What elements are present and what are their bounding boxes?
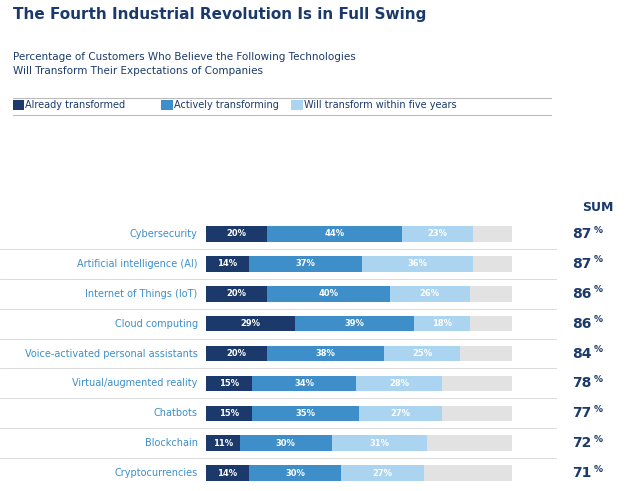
Bar: [390, 286, 470, 301]
Text: 78: 78: [572, 377, 592, 390]
Text: 35%: 35%: [296, 409, 316, 418]
Text: %: %: [594, 255, 603, 265]
Text: 40%: 40%: [318, 289, 339, 298]
Bar: [206, 286, 267, 301]
Text: 86: 86: [572, 287, 592, 301]
Text: Artificial intelligence (AI): Artificial intelligence (AI): [77, 259, 197, 269]
Bar: [206, 436, 240, 451]
Text: 15%: 15%: [219, 379, 239, 388]
Text: 36%: 36%: [408, 259, 427, 269]
Text: 20%: 20%: [227, 289, 247, 298]
Text: Cloud computing: Cloud computing: [115, 319, 197, 328]
Bar: [206, 465, 249, 481]
Bar: [206, 256, 513, 272]
Text: 87: 87: [572, 257, 592, 271]
Text: 34%: 34%: [294, 379, 314, 388]
Text: 30%: 30%: [276, 438, 296, 448]
Text: 25%: 25%: [412, 349, 432, 358]
Bar: [362, 256, 473, 272]
Text: %: %: [594, 375, 603, 384]
Text: 30%: 30%: [285, 468, 305, 478]
Text: %: %: [594, 315, 603, 324]
Text: 20%: 20%: [227, 349, 247, 358]
Text: 87: 87: [572, 227, 592, 241]
Bar: [267, 286, 390, 301]
Text: 86: 86: [572, 317, 592, 330]
Text: Blockchain: Blockchain: [145, 438, 197, 448]
Bar: [240, 436, 332, 451]
Text: Internet of Things (IoT): Internet of Things (IoT): [85, 289, 197, 299]
Text: Voice-activated personal assistants: Voice-activated personal assistants: [25, 349, 197, 358]
Bar: [249, 256, 362, 272]
Bar: [206, 346, 513, 361]
Text: 72: 72: [572, 436, 592, 450]
Text: Virtual/augmented reality: Virtual/augmented reality: [72, 379, 197, 388]
Text: 71: 71: [572, 466, 592, 480]
Text: %: %: [594, 405, 603, 414]
Text: 27%: 27%: [391, 409, 411, 418]
Bar: [206, 226, 513, 242]
Text: 26%: 26%: [420, 289, 440, 298]
Text: 38%: 38%: [316, 349, 335, 358]
Text: Cryptocurrencies: Cryptocurrencies: [115, 468, 197, 478]
Text: 27%: 27%: [372, 468, 392, 478]
Text: 39%: 39%: [345, 319, 365, 328]
Bar: [267, 346, 384, 361]
Text: %: %: [594, 464, 603, 474]
Text: 15%: 15%: [219, 409, 239, 418]
Text: 84: 84: [572, 347, 592, 360]
Bar: [356, 376, 442, 391]
Bar: [384, 346, 460, 361]
Bar: [206, 286, 513, 301]
Text: 44%: 44%: [325, 229, 345, 239]
Text: 37%: 37%: [296, 259, 316, 269]
Bar: [206, 226, 267, 242]
Text: 31%: 31%: [369, 438, 389, 448]
Bar: [206, 376, 513, 391]
Text: The Fourth Industrial Revolution Is in Full Swing: The Fourth Industrial Revolution Is in F…: [13, 7, 426, 23]
Text: %: %: [594, 225, 603, 235]
Bar: [206, 316, 513, 331]
Bar: [206, 346, 267, 361]
Text: 20%: 20%: [227, 229, 247, 239]
Bar: [332, 436, 427, 451]
Text: Actively transforming: Actively transforming: [174, 100, 279, 110]
Text: %: %: [594, 285, 603, 294]
Text: 14%: 14%: [218, 259, 237, 269]
Text: 11%: 11%: [213, 438, 233, 448]
Bar: [206, 406, 252, 421]
Text: 14%: 14%: [218, 468, 237, 478]
Text: Already transformed: Already transformed: [25, 100, 125, 110]
Text: 18%: 18%: [432, 319, 452, 328]
Text: 28%: 28%: [389, 379, 409, 388]
Bar: [267, 226, 402, 242]
Text: %: %: [594, 435, 603, 444]
Bar: [249, 465, 341, 481]
Bar: [252, 376, 356, 391]
Text: Percentage of Customers Who Believe the Following Technologies
Will Transform Th: Percentage of Customers Who Believe the …: [13, 52, 355, 76]
Text: Cybersecurity: Cybersecurity: [130, 229, 197, 239]
Bar: [206, 256, 249, 272]
Bar: [206, 376, 252, 391]
Text: SUM: SUM: [582, 201, 614, 214]
Bar: [295, 316, 415, 331]
Bar: [360, 406, 442, 421]
Text: %: %: [594, 345, 603, 354]
Bar: [415, 316, 470, 331]
Bar: [206, 316, 295, 331]
Text: 23%: 23%: [427, 229, 448, 239]
Bar: [206, 465, 513, 481]
Bar: [341, 465, 423, 481]
Text: Chatbots: Chatbots: [154, 409, 197, 418]
Text: 29%: 29%: [241, 319, 261, 328]
Text: Will transform within five years: Will transform within five years: [304, 100, 456, 110]
Bar: [402, 226, 473, 242]
Text: 77: 77: [573, 406, 592, 420]
Bar: [206, 406, 513, 421]
Bar: [206, 436, 513, 451]
Bar: [252, 406, 360, 421]
